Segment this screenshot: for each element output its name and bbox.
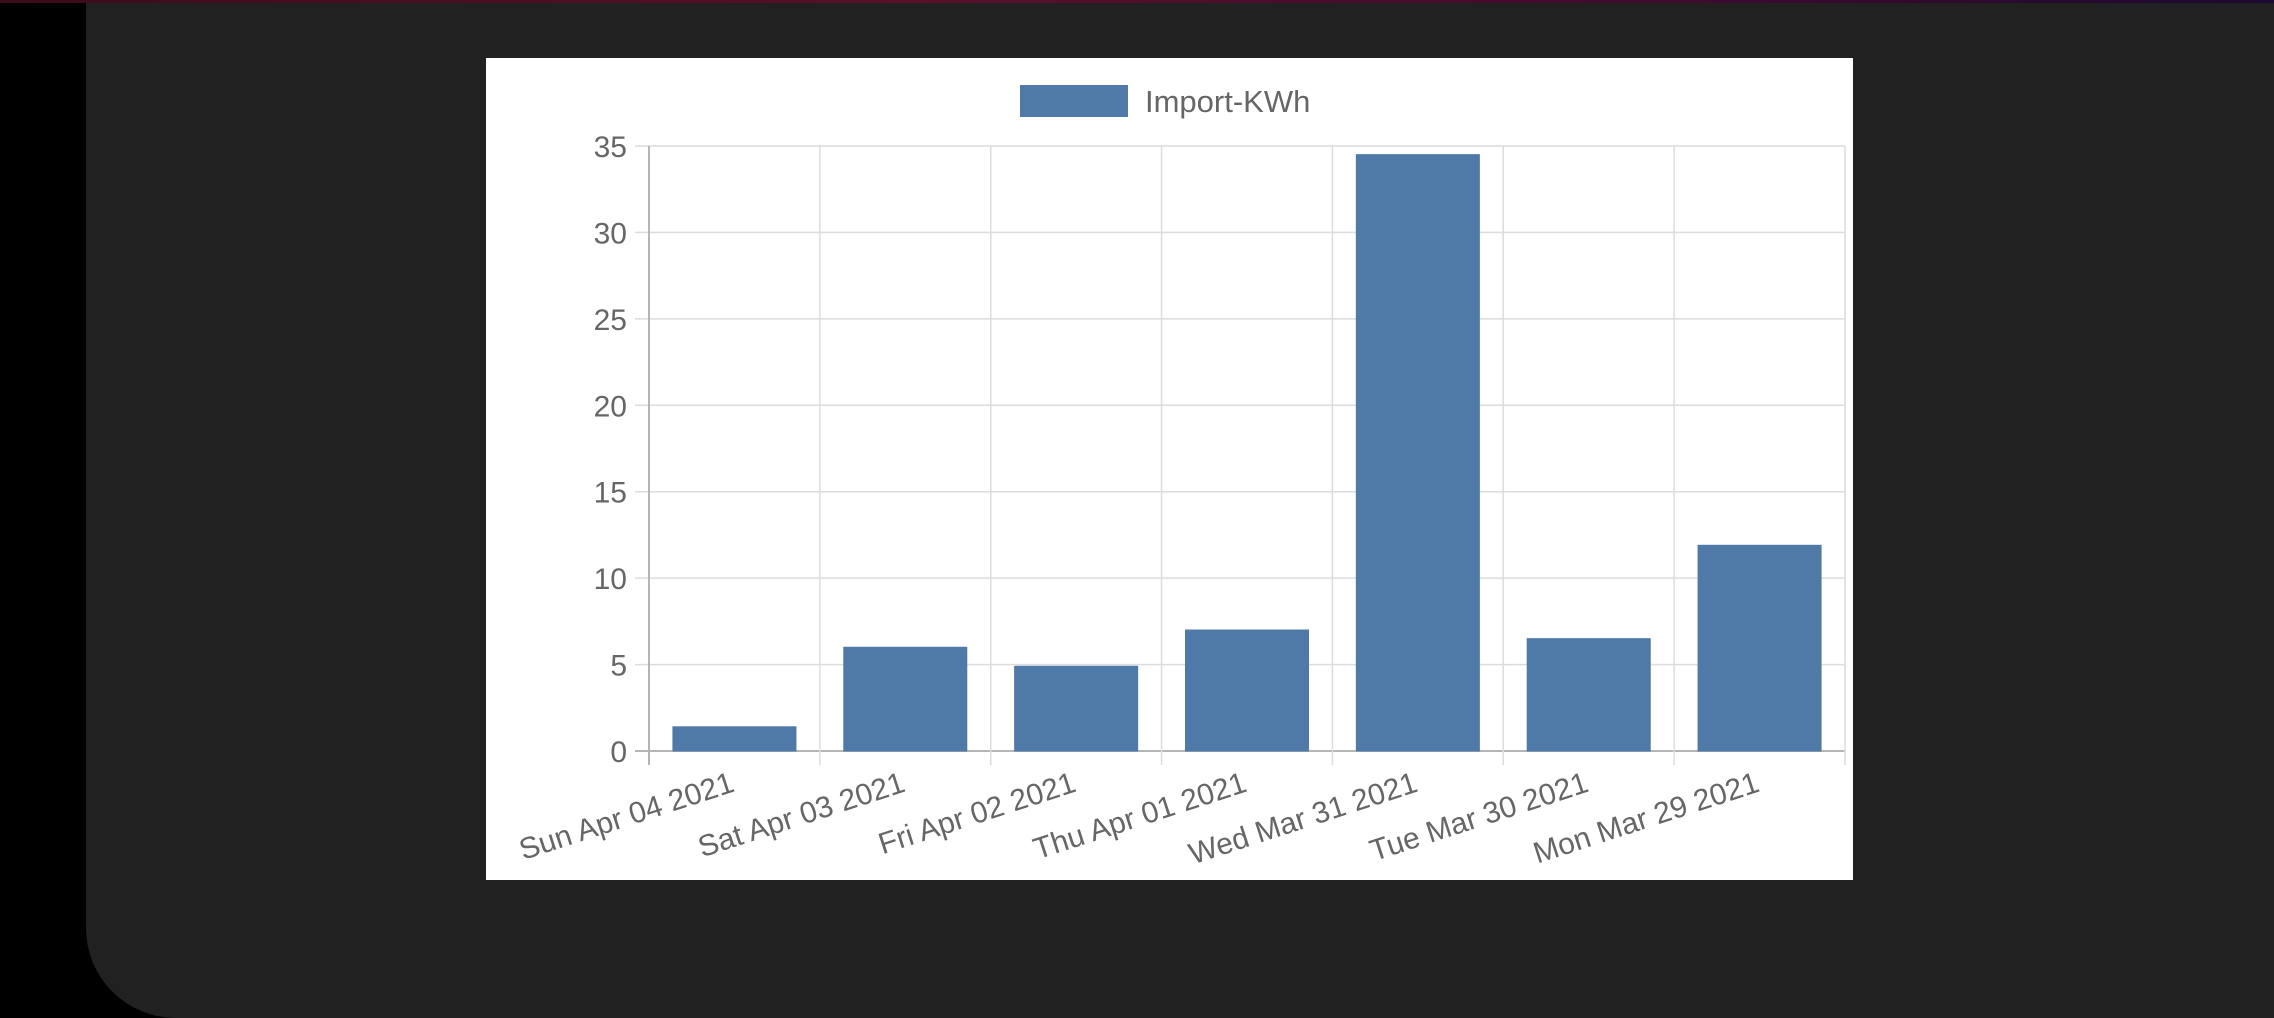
bar[interactable] bbox=[1184, 629, 1310, 752]
y-tick-label: 20 bbox=[594, 390, 627, 423]
bar[interactable] bbox=[1526, 638, 1651, 752]
y-tick-label: 35 bbox=[594, 131, 627, 164]
y-axis: 0 5 10 15 20 25 30 35 bbox=[594, 131, 627, 769]
bar[interactable] bbox=[672, 726, 797, 752]
bar-chart: Import-KWh 0 5 10 15 20 25 30 35 Sun Apr 04 202… bbox=[515, 84, 1846, 871]
y-tick-label: 15 bbox=[594, 477, 627, 510]
chart-card: Import-KWh 0 5 10 15 20 25 30 35 Sun Apr 04 202… bbox=[486, 58, 1853, 880]
bar[interactable] bbox=[1014, 665, 1139, 752]
chart-grid bbox=[635, 145, 1846, 765]
y-tick-label: 5 bbox=[610, 650, 627, 683]
chart-legend[interactable]: Import-KWh bbox=[1020, 84, 1310, 119]
bar[interactable] bbox=[843, 646, 968, 752]
legend-label: Import-KWh bbox=[1145, 84, 1310, 119]
y-tick-label: 25 bbox=[594, 304, 627, 337]
bar-series bbox=[672, 154, 1822, 752]
y-tick-label: 30 bbox=[594, 217, 627, 250]
top-accent-bar bbox=[0, 0, 2274, 3]
legend-swatch bbox=[1020, 85, 1128, 117]
bar[interactable] bbox=[1355, 154, 1480, 752]
y-tick-label: 0 bbox=[610, 736, 627, 769]
bar[interactable] bbox=[1697, 544, 1822, 752]
y-tick-label: 10 bbox=[594, 563, 627, 596]
